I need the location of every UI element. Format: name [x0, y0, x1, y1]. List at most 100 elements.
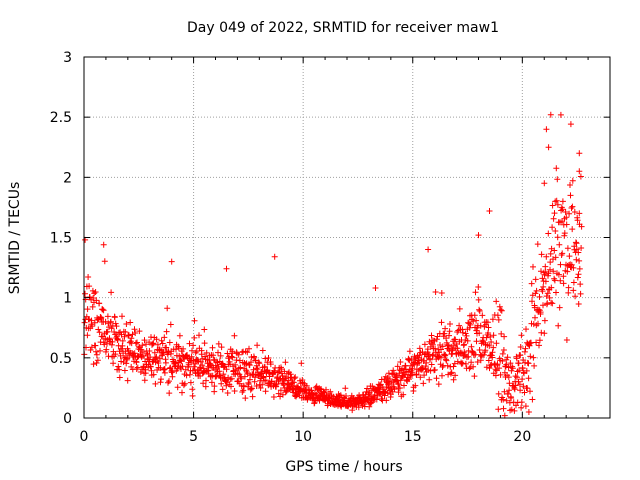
data-point-1444 [560, 280, 567, 287]
data-point-1204 [481, 351, 487, 358]
data-point-572 [271, 367, 278, 374]
data-point-496 [246, 345, 252, 352]
data-point-85 [109, 338, 116, 345]
data-point-1280 [506, 387, 513, 394]
data-point-1288 [508, 406, 515, 413]
data-point-1299 [512, 373, 519, 380]
data-point-412 [218, 380, 225, 387]
data-point-1375 [537, 309, 544, 316]
data-point-1030 [423, 359, 430, 366]
data-point-454 [232, 361, 239, 368]
data-point-1475 [570, 279, 577, 286]
data-point-281 [174, 384, 181, 391]
data-point-608 [283, 374, 290, 380]
data-point-74 [106, 324, 112, 331]
data-point-1247 [495, 406, 502, 413]
data-point-1519 [576, 210, 583, 217]
data-point-1217 [485, 330, 492, 336]
data-point-1175 [471, 373, 478, 380]
data-point-166 [136, 328, 143, 335]
data-point-1223 [487, 333, 494, 340]
data-point-1431 [556, 241, 563, 248]
data-point-1312 [516, 381, 523, 388]
data-point-165 [136, 343, 142, 350]
data-point-1425 [554, 176, 561, 183]
data-point-182 [141, 377, 148, 384]
data-point-741 [327, 388, 334, 395]
data-point-1513 [545, 144, 552, 151]
data-point-525 [255, 359, 262, 366]
data-point-1489 [575, 271, 582, 278]
data-point-1423 [553, 197, 560, 204]
data-point-1497 [578, 245, 585, 251]
data-point-453 [231, 388, 238, 394]
data-point-102 [115, 363, 122, 370]
data-point-92 [111, 314, 118, 321]
data-point-1490 [575, 301, 582, 307]
data-point-491 [244, 349, 251, 356]
data-point-1343 [527, 388, 533, 395]
data-point-222 [154, 341, 161, 348]
data-point-55 [99, 306, 106, 313]
data-point-1410 [549, 300, 556, 307]
data-point-1102 [447, 321, 453, 327]
data-point-1326 [521, 389, 528, 396]
data-point-531 [257, 385, 264, 391]
data-point-1403 [547, 266, 553, 273]
data-point-614 [285, 370, 292, 377]
data-point-1462 [566, 253, 573, 260]
data-point-101 [114, 336, 121, 342]
data-point-1363 [533, 287, 540, 294]
data-point-951 [396, 385, 403, 391]
data-point-1125 [454, 358, 461, 365]
data-point-981 [406, 348, 413, 355]
data-point-404 [215, 363, 222, 370]
data-point-963 [401, 382, 407, 389]
data-point-181 [141, 337, 148, 344]
data-point-1112 [450, 363, 457, 370]
data-point-157 [133, 359, 140, 366]
data-point-1182 [473, 338, 480, 345]
data-point-66 [103, 346, 110, 353]
data-point-521 [254, 342, 261, 349]
data-point-1011 [416, 345, 423, 352]
data-point-1319 [519, 376, 526, 383]
data-point-22 [88, 317, 95, 324]
data-point-195 [146, 339, 153, 346]
data-point-852 [364, 385, 371, 392]
data-point-1279 [505, 374, 512, 381]
data-point-19 [87, 347, 94, 353]
data-point-1370 [536, 342, 542, 349]
data-point-1068 [435, 381, 442, 388]
data-point-419 [220, 371, 227, 378]
data-point-1291 [509, 365, 516, 372]
data-point-948 [395, 381, 402, 388]
data-point-1180 [473, 317, 480, 324]
data-point-362 [201, 340, 208, 347]
data-point-1466 [567, 121, 574, 128]
data-point-126 [123, 360, 130, 367]
data-point-1284 [507, 360, 514, 367]
data-point-361 [201, 326, 208, 333]
data-point-1507 [486, 208, 493, 214]
data-point-260 [167, 321, 174, 328]
data-point-510 [250, 366, 257, 373]
data-points [81, 111, 585, 419]
data-point-485 [242, 395, 249, 402]
data-point-229 [157, 364, 164, 371]
data-point-1373 [536, 337, 543, 344]
data-point-1009 [416, 359, 423, 366]
data-point-1050 [429, 341, 436, 348]
data-point-1266 [501, 388, 508, 395]
data-point-1117 [452, 372, 459, 379]
data-point-1346 [528, 339, 534, 346]
data-point-1091 [443, 357, 450, 364]
data-point-1262 [500, 396, 507, 403]
data-point-1088 [442, 352, 449, 358]
data-point-475 [239, 349, 246, 356]
data-point-1178 [472, 351, 479, 358]
data-point-1399 [545, 270, 552, 277]
data-point-1316 [518, 404, 525, 411]
data-point-1366 [534, 241, 541, 248]
data-point-944 [394, 363, 401, 370]
